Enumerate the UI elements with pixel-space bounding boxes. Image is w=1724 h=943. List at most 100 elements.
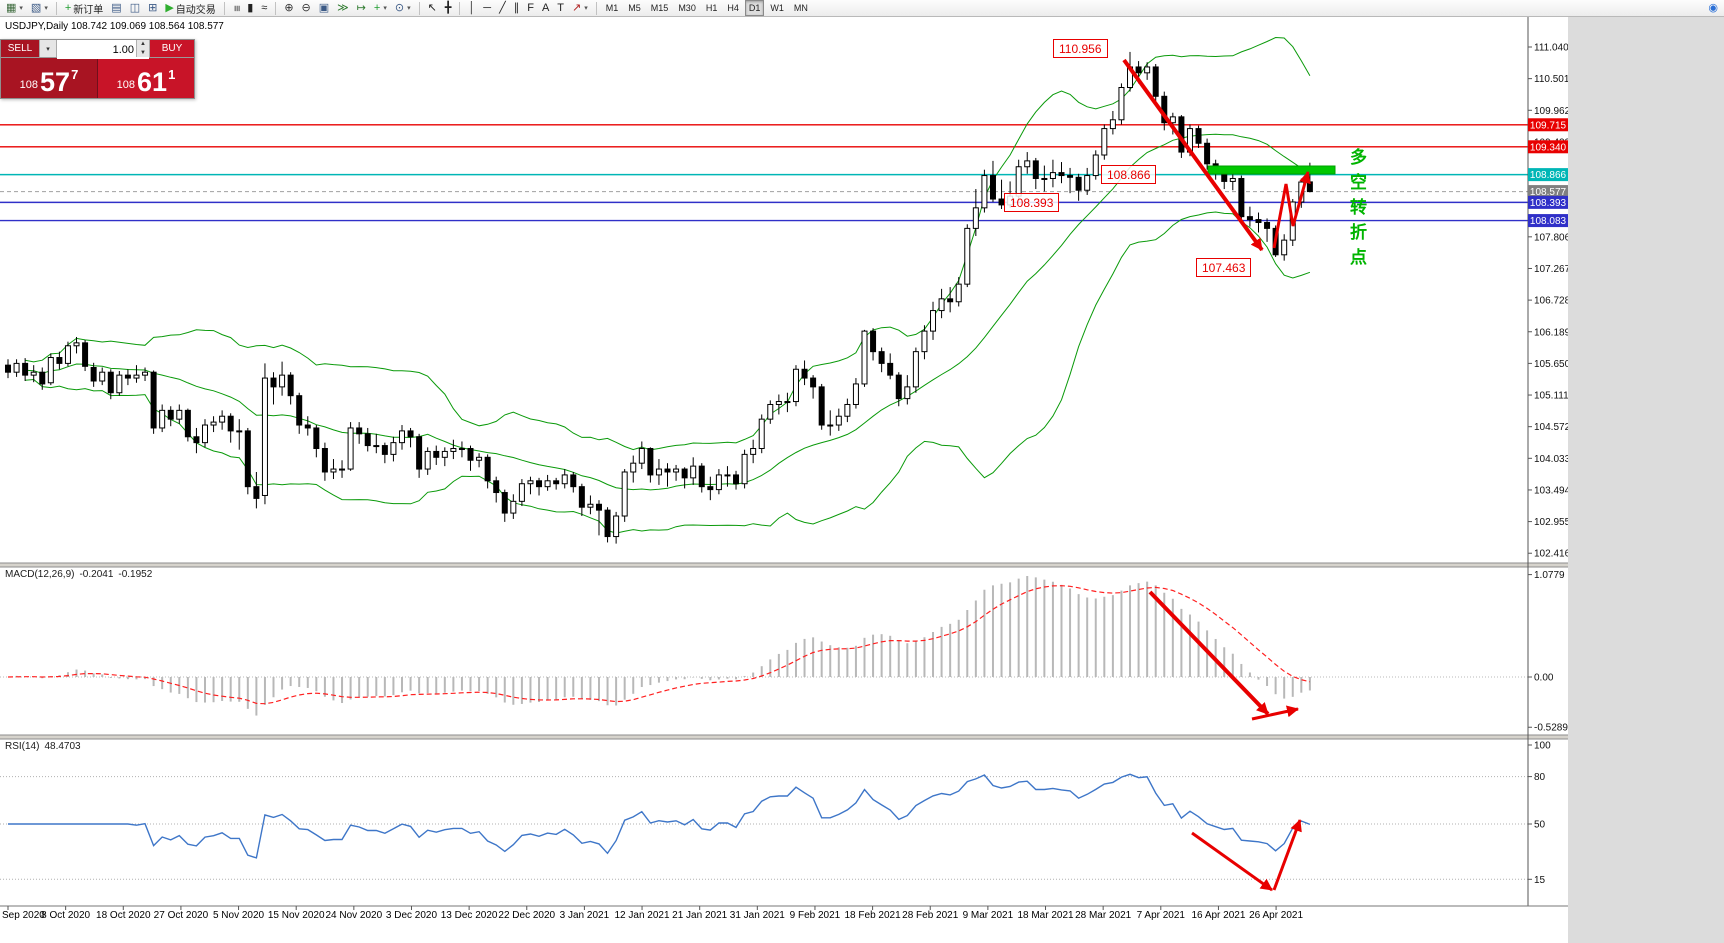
support-zone-bar[interactable]	[1207, 165, 1336, 175]
profiles-button[interactable]: ▧ ▾	[28, 0, 51, 17]
line-chart-icon: ≈	[261, 1, 268, 14]
level-108866-tag[interactable]: 108.866	[1101, 165, 1157, 184]
svg-text:80: 80	[1534, 772, 1546, 783]
symbol-info: USDJPY,Daily 108.742 109.069 108.564 108…	[5, 21, 224, 32]
svg-text:108.083: 108.083	[1530, 216, 1567, 227]
periods-button[interactable]: ⊙ ▾	[392, 0, 414, 17]
line-chart-button[interactable]: ≈	[258, 0, 270, 17]
new-chart-button[interactable]: ▦ ▾	[3, 0, 26, 17]
timeframe-H4[interactable]: H4	[727, 3, 739, 13]
rsi-name: RSI(14)	[5, 741, 40, 752]
bar-chart-button[interactable]: ≡	[230, 0, 242, 17]
svg-text:5 Nov 2020: 5 Nov 2020	[213, 910, 265, 921]
svg-text:9 Mar 2021: 9 Mar 2021	[963, 910, 1014, 921]
svg-text:105.650: 105.650	[1534, 359, 1568, 370]
auto-scroll-button[interactable]: ≫	[334, 0, 352, 17]
low-price-tag[interactable]: 107.463	[1196, 258, 1252, 277]
timeframe-M15[interactable]: M15	[650, 3, 669, 13]
sell-button[interactable]: SELL	[1, 40, 39, 57]
candlestick-chart-button[interactable]: ▮	[244, 0, 256, 17]
vertical-line-button[interactable]: │	[465, 0, 478, 17]
navigator-button[interactable]: ⊞	[145, 0, 160, 17]
svg-text:7 Apr 2021: 7 Apr 2021	[1137, 910, 1186, 921]
timeframe-D1[interactable]: D1	[744, 0, 765, 16]
navigator-icon: ⊞	[148, 1, 158, 14]
horizontal-line-button[interactable]: ─	[480, 0, 494, 17]
svg-text:111.040: 111.040	[1534, 43, 1568, 54]
autotrade-button-label: 自动交易	[175, 4, 216, 16]
trendline-button[interactable]: ╱	[496, 0, 509, 17]
volume-increase-button[interactable]: ▲	[136, 40, 149, 49]
svg-text:103.494: 103.494	[1534, 485, 1568, 496]
workspace-background	[1568, 17, 1724, 943]
svg-text:1.0779: 1.0779	[1534, 570, 1565, 581]
community-icon: ◉	[1708, 1, 1718, 14]
panel-separator-2[interactable]	[0, 735, 1568, 739]
crosshair-button[interactable]: ╋	[442, 0, 455, 17]
price-axis[interactable]: 111.040110.501109.962109.423108.884108.3…	[1528, 43, 1568, 886]
buy-price-button[interactable]: 108 61 1	[98, 58, 194, 98]
sell-price-big: 57	[40, 67, 71, 98]
cursor-button[interactable]: ↖	[425, 0, 440, 17]
svg-text:109.340: 109.340	[1530, 142, 1567, 153]
trend-arrows[interactable]	[1122, 58, 1311, 892]
text-button[interactable]: A	[539, 0, 552, 17]
svg-text:109.962: 109.962	[1534, 106, 1568, 117]
svg-text:13 Dec 2020: 13 Dec 2020	[441, 910, 498, 921]
dropdown-arrow-icon: ▾	[19, 5, 23, 12]
volume-input[interactable]	[57, 41, 149, 59]
sell-price-button[interactable]: 108 57 7	[1, 58, 98, 98]
community-button[interactable]: ◉	[1705, 0, 1721, 17]
turning-point-label[interactable]: 多空转折点	[1350, 148, 1369, 267]
panel-separator-1[interactable]	[0, 563, 1568, 567]
timeframe-M1[interactable]: M1	[605, 3, 619, 13]
buy-price-prefix: 108	[116, 79, 136, 91]
horizontal-line-icon: ─	[483, 1, 492, 14]
new-order-button[interactable]: + 新订单	[62, 0, 106, 17]
toolbar-separator	[275, 1, 277, 15]
timeframe-M5[interactable]: M5	[628, 3, 641, 13]
timeframe-W1[interactable]: W1	[770, 3, 784, 13]
arrows-button[interactable]: ↗ ▾	[569, 0, 591, 17]
timeframe-H1[interactable]: H1	[705, 3, 718, 13]
volume-decrease-button[interactable]: ▼	[136, 48, 149, 57]
fibonacci-button[interactable]: F	[524, 0, 537, 17]
volume-dropdown-button[interactable]: ▾	[39, 40, 57, 57]
text-label-button[interactable]: T	[554, 0, 567, 17]
timeframe-MN[interactable]: MN	[793, 3, 808, 13]
macd-signal-line	[7, 585, 1311, 705]
level-108393-tag[interactable]: 108.393	[1004, 193, 1060, 212]
svg-text:18 Feb 2021: 18 Feb 2021	[845, 910, 902, 921]
autotrade-button[interactable]: ▶ 自动交易	[162, 0, 218, 17]
tile-windows-button[interactable]: ▣	[316, 0, 332, 17]
zoom-in-button[interactable]: ⊕	[281, 0, 296, 17]
rsi-line	[8, 773, 1311, 859]
buy-button[interactable]: BUY	[150, 40, 194, 57]
profiles-icon: ▧	[30, 1, 42, 14]
horizontal-lines[interactable]	[0, 124, 1528, 222]
dropdown-arrow-icon: ▾	[383, 5, 387, 12]
channel-button[interactable]: ∥	[511, 0, 523, 17]
periods-icon: ⊙	[394, 1, 405, 14]
zoom-out-button[interactable]: ⊖	[299, 0, 314, 17]
chart-canvas[interactable]: 111.040110.501109.962109.423108.884108.3…	[0, 17, 1568, 943]
svg-text:110.501: 110.501	[1534, 74, 1568, 85]
svg-text:26 Apr 2021: 26 Apr 2021	[1249, 910, 1303, 921]
market-watch-button[interactable]: ▤	[108, 0, 124, 17]
timeframe-M30[interactable]: M30	[678, 3, 696, 13]
cursor-icon: ↖	[427, 1, 437, 14]
chart-shift-button[interactable]: ↦	[354, 0, 369, 17]
text-label-icon: T	[557, 1, 565, 14]
svg-text:31 Jan 2021: 31 Jan 2021	[730, 910, 785, 921]
indicators-button[interactable]: + ▾	[371, 0, 390, 17]
bollinger-bands	[25, 36, 1311, 534]
svg-text:28 Feb 2021: 28 Feb 2021	[902, 910, 959, 921]
data-window-button[interactable]: ◫	[127, 0, 143, 17]
svg-text:22 Dec 2020: 22 Dec 2020	[498, 910, 555, 921]
channel-icon: ∥	[513, 1, 520, 14]
peak-price-tag[interactable]: 110.956	[1053, 39, 1108, 58]
sell-price-prefix: 108	[19, 79, 39, 91]
